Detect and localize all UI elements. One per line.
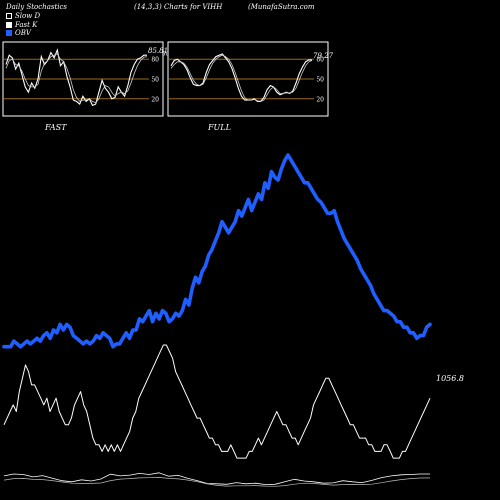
legend-label-slow-d: Slow D — [15, 12, 41, 20]
price-line — [3, 344, 431, 459]
legend-item-obv: OBV — [6, 29, 40, 38]
fast-tick-label-50: 50 — [151, 77, 159, 84]
full-tick-label-20: 20 — [316, 96, 324, 103]
bottom-fast-k-line — [3, 472, 430, 486]
chart-header-right: (MunafaSutra.com — [248, 3, 315, 11]
full-tick-label-50: 50 — [316, 77, 324, 84]
legend: Slow D Fast K OBV — [6, 12, 40, 38]
full-last-value-label: 79.27 — [313, 52, 334, 60]
chart-header-center: (14,3,3) Charts for VIHH — [134, 3, 223, 11]
fast-extra-tick-label: 50 — [162, 52, 169, 58]
fast-tick-label-20: 20 — [151, 96, 159, 103]
full-panel-label: FULL — [207, 123, 231, 132]
bottom-slow-d-line — [3, 477, 431, 487]
legend-label-fast-k: Fast K — [15, 20, 38, 29]
chart-header-left: Daily Stochastics — [6, 3, 68, 11]
fast-panel-label: FAST — [44, 123, 67, 132]
fast-fast-k-line — [5, 48, 147, 107]
legend-item-slow-d: Slow D — [6, 12, 40, 21]
legend-swatch-slow-d — [6, 13, 12, 20]
fast-last-value-label: 85.81 — [148, 47, 168, 55]
full-tick-label-80: 80 — [316, 57, 324, 64]
legend-swatch-obv — [6, 30, 12, 37]
obv-line — [2, 153, 432, 349]
legend-label-obv: OBV — [15, 29, 31, 37]
fast-slow-d-line — [5, 53, 148, 104]
full-slow-d-line — [170, 54, 313, 102]
legend-swatch-fast-k — [6, 21, 12, 28]
legend-item-fast-k: Fast K — [6, 21, 40, 30]
price-last-value-label: 1056.8 — [436, 374, 464, 383]
fast-tick-label-80: 80 — [151, 57, 159, 64]
